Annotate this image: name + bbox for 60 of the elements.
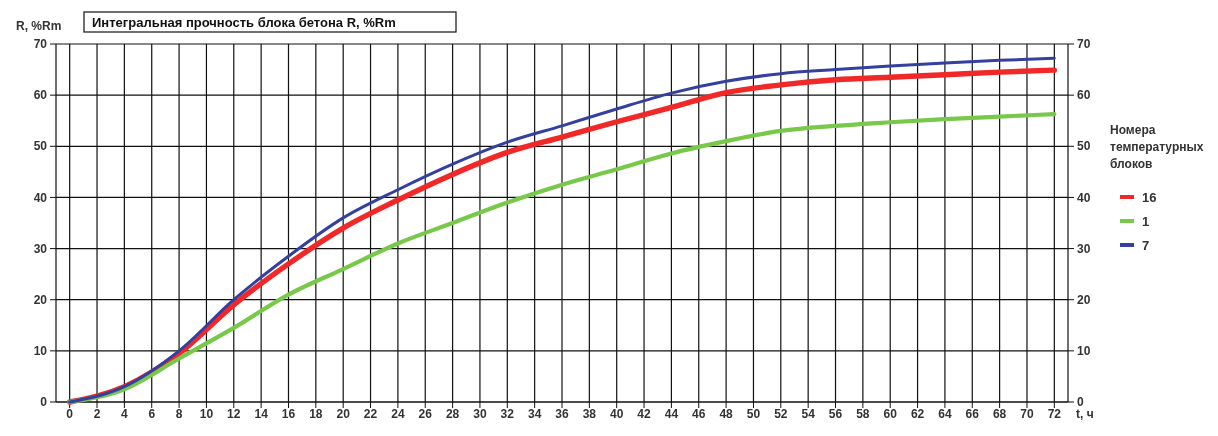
x-tick-label: 8 [175,407,183,421]
y2-tick-label: 40 [1077,190,1091,205]
x-tick-label: 18 [309,407,323,421]
x-tick-label: 68 [992,407,1007,421]
y2-tick-label: 20 [1077,292,1091,307]
x-tick-label: 58 [856,407,870,421]
y2-tick-label: 50 [1077,139,1091,154]
x-tick-label: 64 [938,407,952,421]
y-tick-label: 0 [40,395,48,410]
x-tick-label: 56 [828,407,843,421]
x-tick-label: 12 [227,407,241,421]
x-tick-label: 32 [500,407,515,421]
x-tick-label: 26 [418,407,433,421]
x-tick-label: 66 [965,407,980,421]
x-tick-label: 24 [391,407,405,421]
y2-tick-label: 30 [1077,241,1091,256]
x-tick-label: 22 [363,407,378,421]
legend-title: Номера температурных блоков [1110,123,1204,171]
y-axis-title: R, %Rm [16,19,62,33]
legend-label: 16 [1142,189,1157,205]
y2-tick-label: 60 [1077,88,1091,103]
y-tick-label: 20 [33,292,48,307]
x-tick-label: 2 [93,407,101,421]
x-tick-label: 0 [66,407,74,421]
x-tick-label: 30 [473,407,487,421]
x-tick-label: 4 [121,407,129,421]
y-tick-label: 70 [33,37,48,52]
y-tick-label: 60 [33,88,48,103]
x-tick-label: 16 [281,407,296,421]
y-tick-label: 40 [33,190,48,205]
y-tick-label: 50 [33,139,48,154]
x-tick-label: 38 [582,407,597,421]
x-tick-label: 34 [527,407,542,421]
x-tick-label: 36 [555,407,569,421]
legend-label: 7 [1142,237,1150,253]
x-tick-label: 44 [664,407,679,421]
x-tick-label: 20 [336,407,351,421]
y2-tick-label: 70 [1077,37,1091,52]
y-tick-label: 10 [33,344,48,359]
x-tick-label: 54 [801,407,816,421]
x-tick-label: 6 [148,407,156,421]
x-tick-label: 52 [774,407,788,421]
x-tick-label: 62 [910,407,925,421]
x-tick-label: 72 [1047,407,1062,421]
x-tick-label: 70 [1020,407,1034,421]
x-tick-label: 60 [883,407,898,421]
x-tick-label: 42 [637,407,652,421]
x-tick-label: 28 [445,407,460,421]
chart-title: Интегральная прочность блока бетона R, %Rm [92,15,396,30]
x-tick-label: 40 [610,407,624,421]
x-tick-label: 14 [254,407,269,421]
y-tick-label: 30 [33,241,48,256]
y2-tick-label: 10 [1077,344,1091,359]
x-tick-label: 50 [746,407,761,421]
x-tick-label: 46 [692,407,706,421]
x-tick-label: 48 [719,407,734,421]
x-axis-title: t, ч [1076,407,1094,421]
x-tick-label: 10 [199,407,214,421]
y2-tick-label: 0 [1077,395,1084,410]
legend-label: 1 [1142,213,1150,229]
